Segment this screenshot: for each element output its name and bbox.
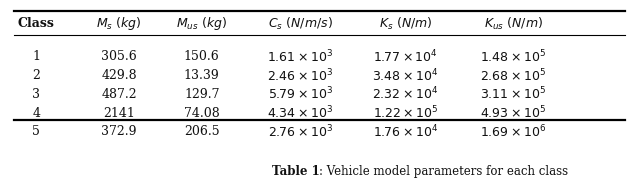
Text: 1: 1 — [33, 50, 40, 63]
Text: $5.79 \times 10^{3}$: $5.79 \times 10^{3}$ — [268, 86, 333, 103]
Text: 13.39: 13.39 — [184, 69, 220, 82]
Text: $1.76 \times 10^{4}$: $1.76 \times 10^{4}$ — [372, 124, 438, 140]
Text: 74.08: 74.08 — [184, 106, 220, 120]
Text: $1.77 \times 10^{4}$: $1.77 \times 10^{4}$ — [373, 49, 438, 65]
Text: $4.93 \times 10^{5}$: $4.93 \times 10^{5}$ — [481, 105, 547, 121]
Text: $1.61 \times 10^{3}$: $1.61 \times 10^{3}$ — [268, 49, 333, 65]
Text: 372.9: 372.9 — [101, 125, 137, 138]
Text: 206.5: 206.5 — [184, 125, 220, 138]
Text: $C_s\ (N/m/s)$: $C_s\ (N/m/s)$ — [268, 16, 333, 32]
Text: 129.7: 129.7 — [184, 88, 220, 101]
Text: $M_s\ (kg)$: $M_s\ (kg)$ — [96, 15, 142, 32]
Text: $K_s\ (N/m)$: $K_s\ (N/m)$ — [378, 16, 432, 32]
Text: 5: 5 — [33, 125, 40, 138]
Text: 3: 3 — [33, 88, 40, 101]
Text: $2.76 \times 10^{3}$: $2.76 \times 10^{3}$ — [268, 124, 333, 140]
Text: 150.6: 150.6 — [184, 50, 220, 63]
Text: $1.22 \times 10^{5}$: $1.22 \times 10^{5}$ — [372, 105, 438, 121]
Text: $2.32 \times 10^{4}$: $2.32 \times 10^{4}$ — [372, 86, 438, 103]
Text: $1.69 \times 10^{6}$: $1.69 \times 10^{6}$ — [481, 124, 547, 140]
Text: $2.46 \times 10^{3}$: $2.46 \times 10^{3}$ — [268, 67, 333, 84]
Text: $1.48 \times 10^{5}$: $1.48 \times 10^{5}$ — [481, 49, 547, 65]
Text: Table 1: Table 1 — [272, 165, 319, 178]
Text: $M_{us}\ (kg)$: $M_{us}\ (kg)$ — [176, 15, 227, 32]
Text: 305.6: 305.6 — [101, 50, 137, 63]
Text: $3.11 \times 10^{5}$: $3.11 \times 10^{5}$ — [481, 86, 547, 103]
Text: $K_{us}\ (N/m)$: $K_{us}\ (N/m)$ — [484, 16, 543, 32]
Text: 2141: 2141 — [103, 106, 135, 120]
Text: 2: 2 — [33, 69, 40, 82]
Text: $3.48 \times 10^{4}$: $3.48 \times 10^{4}$ — [372, 67, 438, 84]
Text: $4.34 \times 10^{3}$: $4.34 \times 10^{3}$ — [268, 105, 333, 121]
Text: $2.68 \times 10^{5}$: $2.68 \times 10^{5}$ — [481, 67, 547, 84]
Text: 429.8: 429.8 — [101, 69, 137, 82]
Text: Class: Class — [18, 17, 55, 30]
Text: 4: 4 — [33, 106, 40, 120]
Text: : Vehicle model parameters for each class: : Vehicle model parameters for each clas… — [319, 165, 568, 178]
Text: 487.2: 487.2 — [101, 88, 137, 101]
